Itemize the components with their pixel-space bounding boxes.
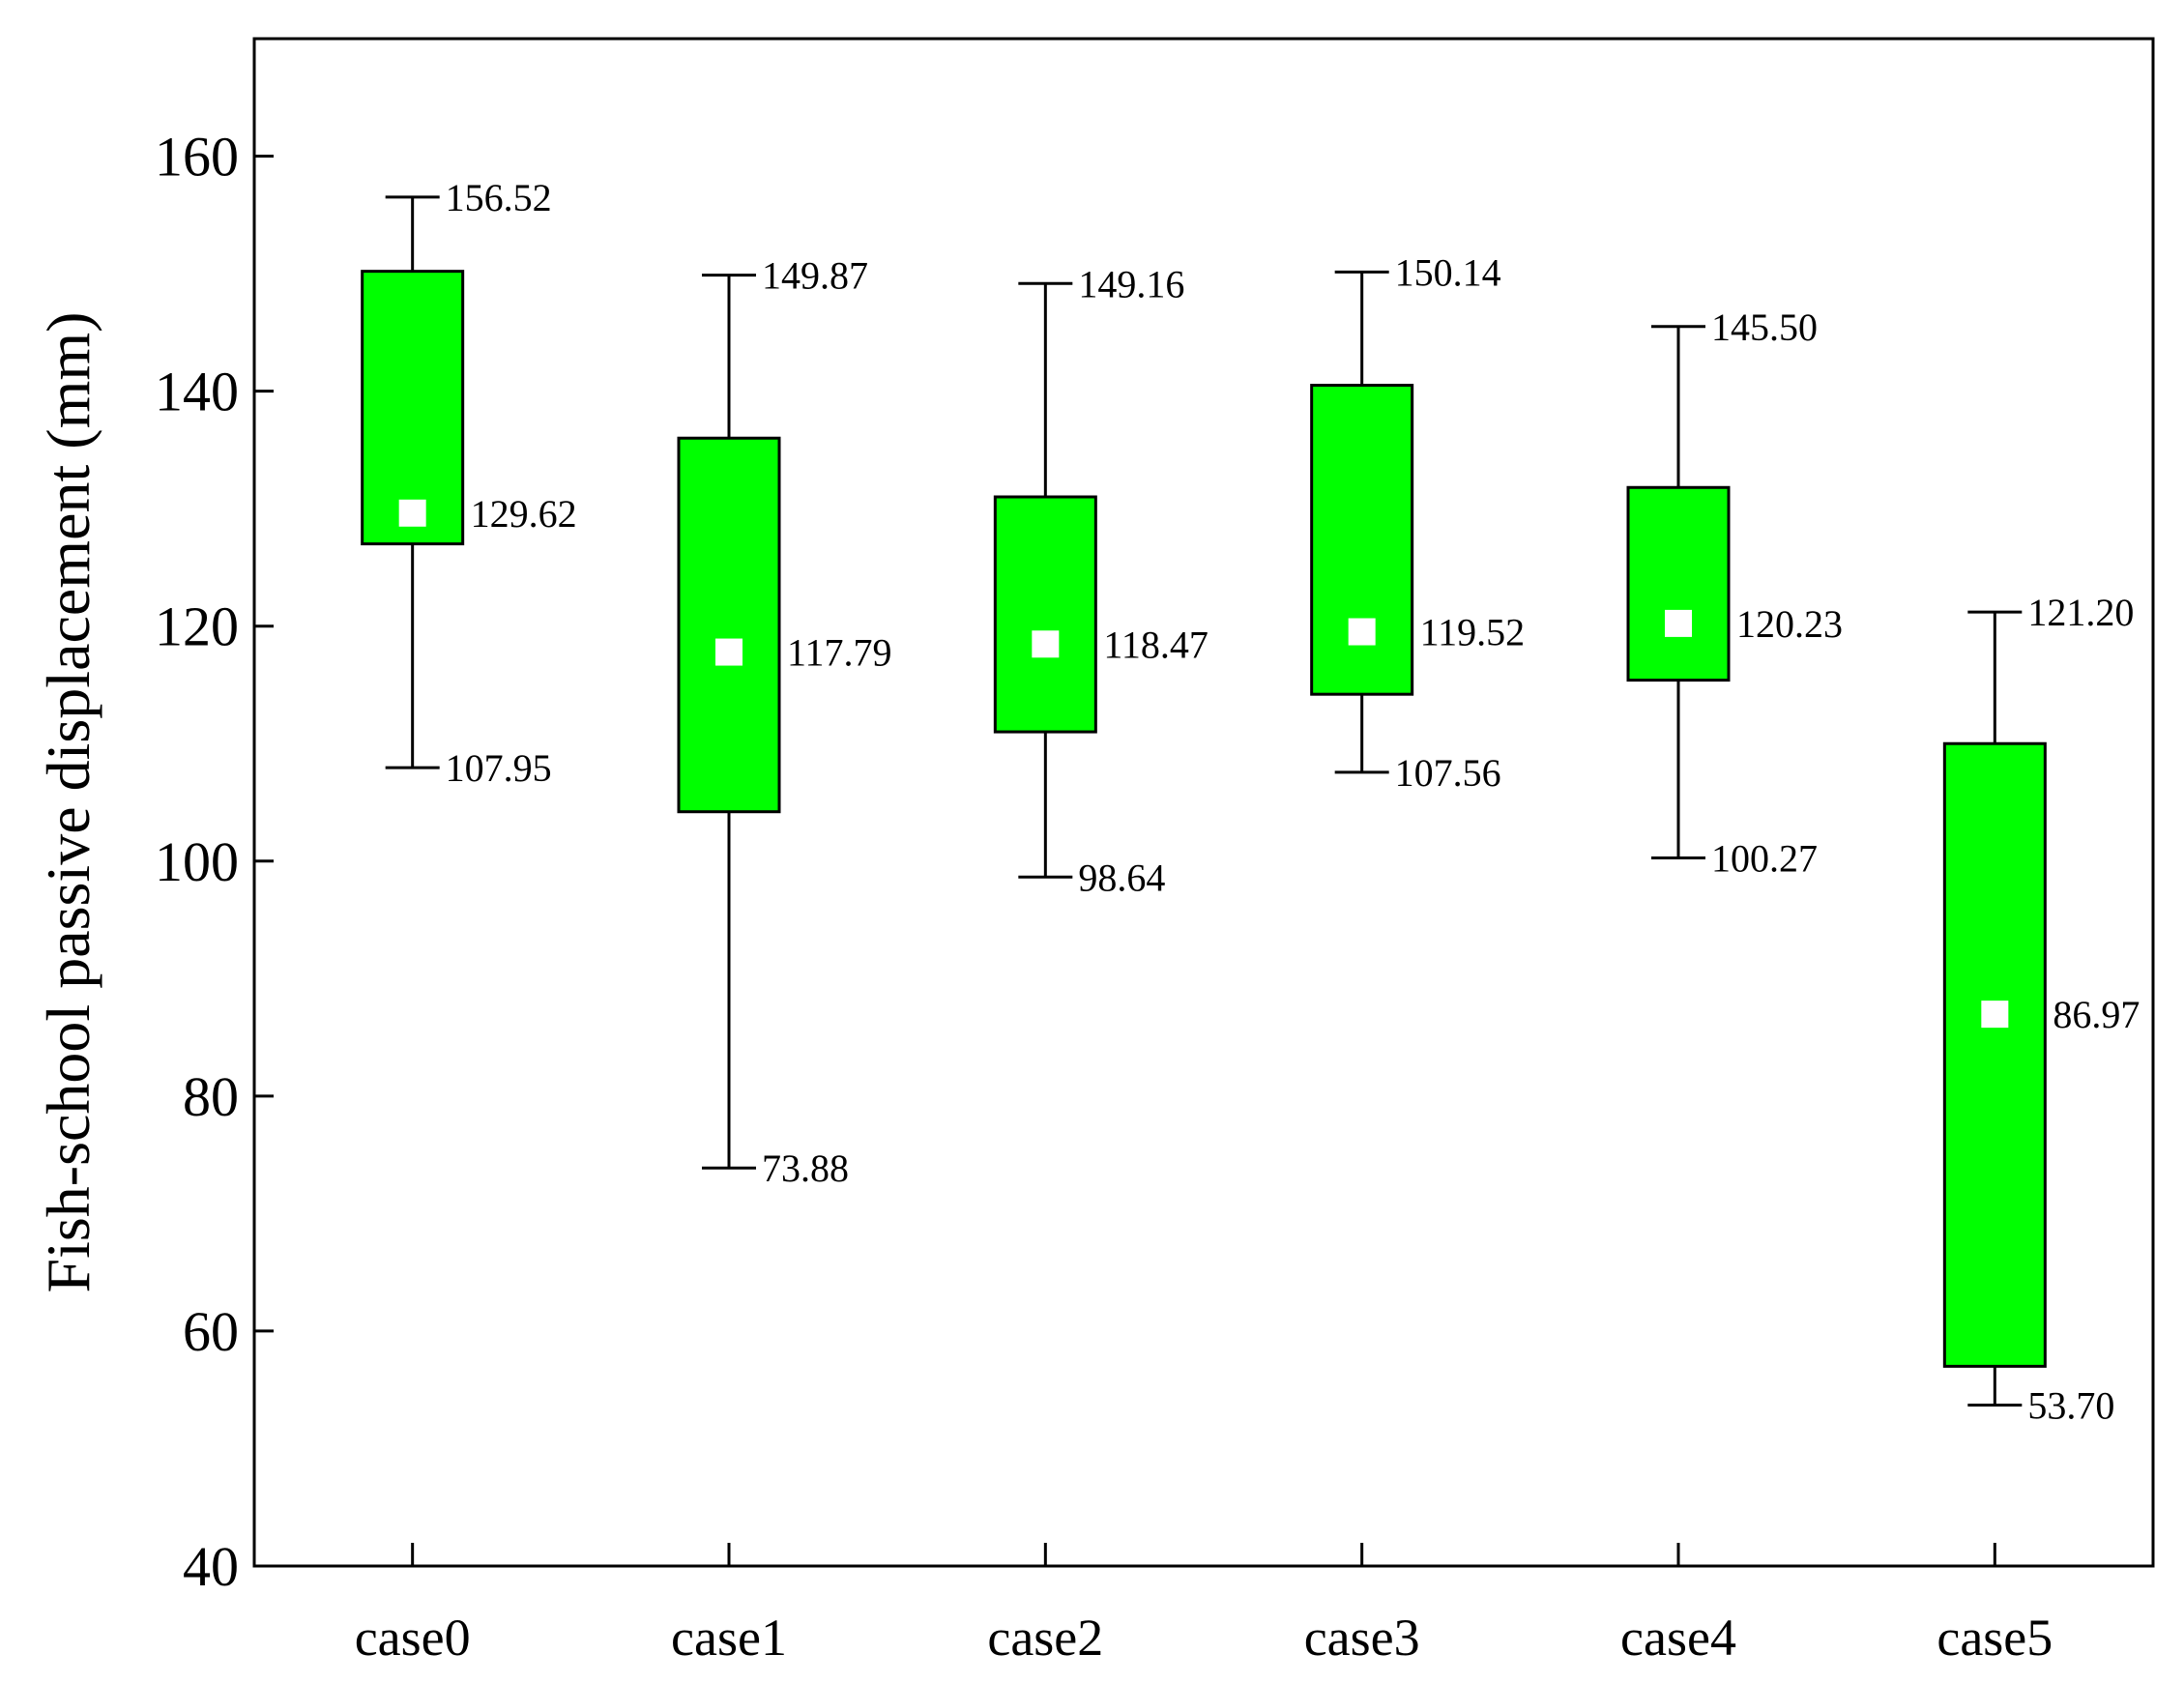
y-tick-label: 80 — [183, 1065, 239, 1128]
box-case2: 149.16 118.47 98.64 — [993, 262, 1208, 899]
x-tick-label: case3 — [1304, 1609, 1420, 1667]
x-tick-label: case5 — [1936, 1609, 2053, 1667]
whisker-low-label: 100.27 — [1711, 836, 1818, 880]
iqr-box — [1626, 485, 1731, 682]
y-tick-label: 60 — [183, 1300, 239, 1363]
iqr-box — [1310, 384, 1414, 696]
box-case5: 121.20 86.97 53.70 — [1942, 591, 2140, 1427]
y-tick-label: 100 — [155, 830, 239, 893]
iqr-box — [1942, 741, 2047, 1368]
iqr-box — [361, 270, 465, 546]
whisker-low-label: 53.70 — [2027, 1383, 2114, 1427]
mean-marker — [1032, 630, 1060, 658]
box-series: 156.52 129.62 107.95 149.87 117.79 73.88 149.1… — [361, 176, 2140, 1427]
whisker-high-label: 156.52 — [446, 176, 552, 219]
mean-label: 129.62 — [471, 492, 577, 536]
mean-marker — [1981, 1001, 2009, 1029]
mean-marker — [398, 499, 426, 527]
y-tick-label: 120 — [155, 595, 239, 658]
mean-label: 118.47 — [1103, 623, 1208, 666]
whisker-high-label: 150.14 — [1395, 250, 1501, 294]
plot-frame — [252, 37, 2155, 1568]
iqr-box — [677, 436, 781, 814]
whisker-low-label: 107.95 — [446, 746, 552, 790]
whisker-high-label: 145.50 — [1711, 305, 1818, 349]
mean-marker — [715, 638, 743, 666]
x-tick-label: case4 — [1620, 1609, 1736, 1667]
box-case3: 150.14 119.52 107.56 — [1310, 250, 1526, 795]
y-tick-label: 160 — [155, 126, 239, 189]
whisker-high-label: 149.87 — [762, 254, 868, 298]
mean-marker — [1348, 618, 1376, 646]
x-tick-label: case0 — [355, 1609, 471, 1667]
whisker-high-label: 121.20 — [2027, 591, 2134, 634]
x-axis: case0 case1 case2 case3 case4 case5 — [355, 1543, 2053, 1667]
x-tick-label: case2 — [987, 1609, 1103, 1667]
y-axis-title: Fish-school passive displacement (mm) — [34, 312, 102, 1293]
mean-marker — [1665, 609, 1692, 637]
mean-label: 117.79 — [787, 631, 892, 675]
whisker-low-label: 107.56 — [1395, 751, 1501, 795]
mean-label: 120.23 — [1736, 602, 1843, 646]
y-tick-label: 40 — [183, 1535, 239, 1598]
box-case0: 156.52 129.62 107.95 — [361, 176, 577, 790]
box-case4: 145.50 120.23 100.27 — [1626, 305, 1843, 880]
whisker-low-label: 98.64 — [1078, 856, 1165, 899]
box-case1: 149.87 117.79 73.88 — [677, 254, 892, 1190]
whisker-high-label: 149.16 — [1078, 262, 1184, 305]
mean-label: 119.52 — [1420, 611, 1526, 654]
iqr-box — [993, 495, 1097, 734]
y-tick-label: 140 — [155, 361, 239, 423]
mean-label: 86.97 — [2053, 993, 2140, 1036]
whisker-low-label: 73.88 — [762, 1146, 849, 1190]
y-axis: 40 60 80 100 120 140 160 — [155, 126, 274, 1598]
x-tick-label: case1 — [671, 1609, 787, 1667]
